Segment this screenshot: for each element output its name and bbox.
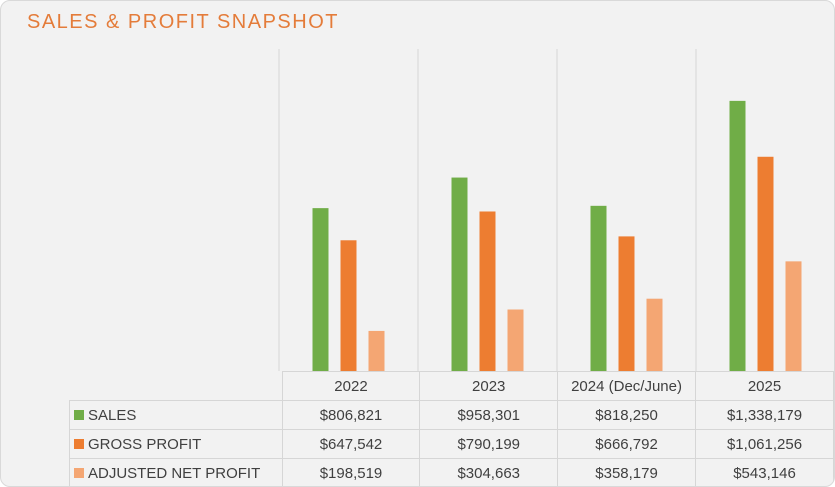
bar-sales — [590, 205, 607, 371]
data-label: $1,338,179 — [695, 400, 834, 430]
category-label: 2023 — [419, 371, 559, 401]
table-row-gross-profit: GROSS PROFIT $647,542 $790,199 $666,792 … — [69, 429, 834, 459]
series-label: ADJUSTED NET PROFIT — [88, 464, 261, 482]
bar-sales — [729, 100, 746, 371]
bar-adjusted-net-profit — [507, 309, 524, 371]
bar-gross-profit — [479, 211, 496, 371]
data-label: $958,301 — [419, 400, 559, 430]
bar-adjusted-net-profit — [646, 298, 663, 371]
bar-adjusted-net-profit — [785, 261, 802, 371]
data-label: $304,663 — [419, 458, 559, 486]
data-label: $1,061,256 — [695, 429, 834, 459]
data-label: $647,542 — [281, 429, 421, 459]
bar-adjusted-net-profit — [368, 330, 385, 371]
category-label: 2024 (Dec/June) — [557, 371, 697, 401]
table-row-adjusted-net-profit: ADJUSTED NET PROFIT $198,519 $304,663 $3… — [69, 458, 834, 486]
legend-swatch-adjusted-net-profit — [74, 467, 84, 478]
category-label: 2025 — [695, 371, 834, 401]
table-row-sales: SALES $806,821 $958,301 $818,250 $1,338,… — [69, 400, 834, 430]
bar-gross-profit — [757, 156, 774, 371]
chart-title: SALES & PROFIT SNAPSHOT — [27, 11, 339, 33]
legend-swatch-sales — [74, 409, 84, 420]
data-label: $198,519 — [281, 458, 421, 486]
bar-sales — [451, 177, 468, 371]
data-label: $543,146 — [695, 458, 834, 486]
bar-gross-profit — [618, 236, 635, 371]
data-label: $806,821 — [281, 400, 421, 430]
data-label: $818,250 — [557, 400, 697, 430]
category-label: 2022 — [281, 371, 421, 401]
series-label: SALES — [88, 406, 137, 424]
data-label: $358,179 — [557, 458, 697, 486]
data-label: $790,199 — [419, 429, 559, 459]
data-table: 2022 2023 2024 (Dec/June) 2025 SALES $80… — [69, 371, 834, 486]
bar-gross-profit — [340, 240, 357, 371]
table-header-row: 2022 2023 2024 (Dec/June) 2025 — [69, 371, 834, 401]
bar-sales — [312, 208, 329, 371]
series-label: GROSS PROFIT — [88, 435, 202, 453]
data-label: $666,792 — [557, 429, 697, 459]
legend-swatch-gross-profit — [74, 438, 84, 449]
